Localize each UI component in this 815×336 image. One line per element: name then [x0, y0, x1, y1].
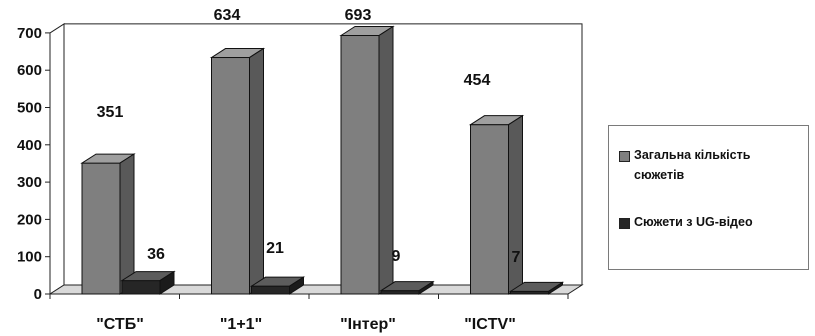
y-tick-label: 300 — [17, 174, 42, 191]
bar — [468, 114, 525, 295]
legend-swatch-total — [619, 151, 630, 162]
legend: Загальна кількість сюжетів Сюжети з UG-в… — [608, 125, 809, 270]
bar-front — [380, 290, 420, 295]
y-tick-label: 200 — [17, 211, 42, 228]
side-wall — [49, 22, 65, 295]
bar — [209, 47, 266, 295]
legend-item-ug: Сюжети з UG-відео — [619, 215, 753, 232]
y-tick-label: 400 — [17, 137, 42, 154]
y-tick-label: 700 — [17, 25, 42, 42]
data-label: 634 — [214, 7, 241, 24]
y-tick-label: 0 — [34, 286, 42, 303]
data-label: 693 — [345, 7, 372, 24]
data-label: 9 — [392, 248, 401, 265]
y-tick-label: 100 — [17, 249, 42, 266]
back-wall — [64, 23, 583, 285]
bar-side — [119, 153, 135, 295]
bar — [508, 281, 565, 295]
data-label: 454 — [464, 72, 491, 89]
bar — [379, 280, 435, 295]
bar — [80, 153, 136, 295]
x-category-label: "ICTV" — [464, 316, 516, 333]
legend-swatch-ug — [619, 218, 630, 229]
legend-item-total: Загальна кількість сюжетів — [619, 148, 794, 185]
x-category-label: "СТБ" — [96, 316, 144, 333]
data-label: 36 — [147, 246, 165, 263]
bar-front — [251, 285, 290, 295]
bar — [120, 270, 176, 295]
x-category-label: "1+1" — [220, 316, 262, 333]
bar-side — [249, 47, 264, 295]
x-category-label: "Інтер" — [340, 316, 396, 333]
bar-front — [340, 35, 380, 295]
bar-front — [470, 124, 509, 295]
bar-side — [508, 114, 523, 295]
bar-front — [121, 280, 161, 295]
bar — [249, 276, 306, 295]
bar-side — [548, 281, 563, 295]
data-label: 21 — [266, 240, 284, 257]
data-label: 7 — [512, 249, 521, 266]
bar-front — [81, 162, 121, 295]
bar — [339, 25, 395, 295]
legend-label-total: Загальна кількість сюжетів — [634, 148, 751, 182]
data-label: 351 — [97, 104, 124, 121]
legend-label-ug: Сюжети з UG-відео — [634, 215, 753, 229]
bar-side — [289, 276, 304, 295]
y-tick-label: 500 — [17, 100, 42, 117]
bar-side — [418, 280, 434, 295]
bar-front — [211, 57, 250, 295]
bar-side — [159, 270, 175, 295]
y-tick-label: 600 — [17, 62, 42, 79]
